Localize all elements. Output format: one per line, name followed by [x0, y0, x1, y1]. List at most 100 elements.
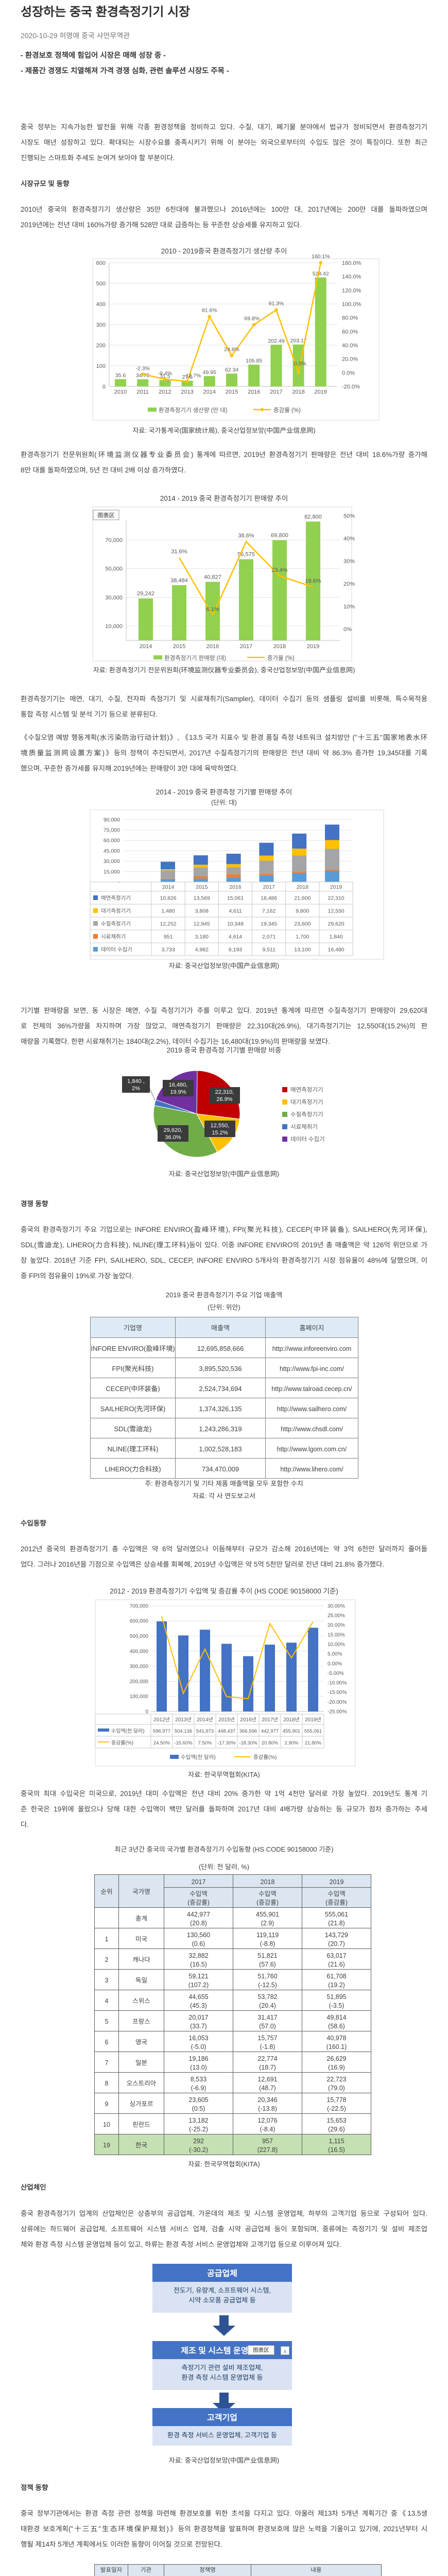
svg-text:2019: 2019 [330, 883, 342, 891]
svg-text:19.9%: 19.9% [170, 1088, 186, 1096]
svg-text:수질측정기기: 수질측정기기 [290, 1110, 323, 1118]
svg-text:2015: 2015 [196, 883, 208, 891]
svg-text:10,826: 10,826 [160, 894, 177, 902]
svg-text:20.80%: 20.80% [262, 1739, 279, 1746]
svg-text:3,808: 3,808 [195, 907, 209, 915]
svg-text:2010: 2010 [114, 387, 127, 396]
svg-text:2012년: 2012년 [153, 1715, 169, 1723]
svg-text:2014: 2014 [140, 642, 152, 650]
svg-text:-15.00%: -15.00% [328, 1688, 347, 1696]
svg-text:대기측정기기: 대기측정기기 [290, 1098, 323, 1106]
svg-text:596,977: 596,977 [153, 1727, 170, 1734]
svg-text:6.1%: 6.1% [206, 605, 219, 613]
svg-text:50%: 50% [343, 512, 355, 520]
svg-text:2,071: 2,071 [262, 933, 275, 941]
svg-text:203.17: 203.17 [290, 337, 307, 345]
svg-text:매연측정기기: 매연측정기기 [290, 1086, 323, 1094]
svg-text:2014년: 2014년 [197, 1715, 213, 1723]
svg-text:442,977: 442,977 [261, 1727, 279, 1734]
svg-text:500: 500 [96, 279, 106, 287]
svg-text:100,000: 100,000 [130, 1692, 149, 1700]
svg-text:13,569: 13,569 [194, 894, 210, 902]
svg-text:2012: 2012 [159, 387, 171, 396]
svg-text:자료: 국가통계국(国家统计局), 중국산업정보망(中国产业: 자료: 국가통계국(国家统计局), 중국산업정보망(中国产业信息网) [132, 425, 315, 435]
svg-text:2014 - 2019 중국 환경측정 기기별 판매량 추이: 2014 - 2019 중국 환경측정 기기별 판매량 추이 [156, 786, 292, 796]
svg-text:20.00%: 20.00% [328, 1621, 345, 1629]
svg-text:데이터 수집기: 데이터 수집기 [101, 946, 132, 954]
svg-text:7.50%: 7.50% [198, 1739, 212, 1746]
svg-text:19,345: 19,345 [261, 920, 277, 928]
svg-text:15.2%: 15.2% [212, 1128, 228, 1137]
svg-text:환경측정기기 판매량 (대): 환경측정기기 판매량 (대) [164, 654, 226, 662]
svg-text:15,061: 15,061 [227, 894, 244, 902]
svg-text:대기측정기기: 대기측정기기 [101, 907, 131, 915]
svg-text:700,000: 700,000 [130, 1601, 149, 1609]
svg-text:자료: 한국무역협회(KITA): 자료: 한국무역협회(KITA) [188, 1769, 260, 1779]
svg-text:2018: 2018 [273, 642, 286, 650]
svg-text:200: 200 [96, 341, 106, 349]
svg-text:12,945: 12,945 [194, 920, 210, 928]
svg-text:3,733: 3,733 [161, 946, 175, 954]
svg-text:10%: 10% [343, 602, 355, 611]
svg-text:2010 - 2019중국 환경측정기기 생산량 추이: 2010 - 2019중국 환경측정기기 생산량 추이 [161, 245, 287, 256]
svg-text:36.0%: 36.0% [165, 1133, 181, 1141]
svg-text:-20.00%: -20.00% [328, 1698, 347, 1705]
svg-text:2014: 2014 [203, 387, 216, 396]
svg-text:자료: 중국산업정보망(中国产业信息网): 자료: 중국산업정보망(中国产业信息网) [169, 1168, 280, 1178]
svg-text:4,982: 4,982 [195, 946, 209, 954]
svg-text:50,000: 50,000 [105, 565, 123, 573]
svg-text:23,600: 23,600 [294, 920, 311, 928]
svg-text:70,000: 70,000 [105, 536, 123, 544]
svg-text:13,100: 13,100 [294, 946, 311, 954]
svg-text:38.6%: 38.6% [238, 531, 254, 539]
svg-text:30,000: 30,000 [104, 857, 120, 865]
svg-text:31.6%: 31.6% [171, 547, 187, 555]
svg-text:541,973: 541,973 [196, 1727, 214, 1734]
svg-text:504,136: 504,136 [175, 1727, 192, 1734]
svg-text:600,000: 600,000 [130, 1617, 149, 1624]
svg-text:90,000: 90,000 [104, 816, 120, 823]
svg-text:자료: 중국산업정보망(中国产业信息网): 자료: 중국산업정보망(中国产业信息网) [169, 960, 280, 970]
svg-text:400,000: 400,000 [130, 1647, 149, 1654]
svg-text:2011: 2011 [136, 387, 149, 396]
svg-text:증가율 (%): 증가율 (%) [267, 654, 295, 662]
svg-text:0: 0 [102, 382, 106, 391]
svg-text:0.3%: 0.3% [294, 360, 306, 367]
svg-text:1,700: 1,700 [296, 933, 309, 941]
svg-text:40,827: 40,827 [204, 572, 221, 581]
svg-text:0.00%: 0.00% [328, 1659, 342, 1667]
svg-text:40.0%: 40.0% [342, 341, 358, 349]
svg-text:2019: 2019 [307, 642, 319, 650]
svg-text:(단위: 대): (단위: 대) [211, 797, 237, 807]
svg-text:22,310,: 22,310, [215, 1088, 234, 1096]
svg-text:1,840 ,: 1,840 , [127, 1077, 145, 1085]
svg-text:18,486: 18,486 [261, 894, 277, 902]
svg-text:-2.3%: -2.3% [135, 364, 149, 372]
svg-text:0.0%: 0.0% [342, 368, 355, 377]
svg-text:120.0%: 120.0% [342, 286, 361, 294]
svg-text:600: 600 [96, 259, 106, 267]
svg-text:100: 100 [96, 362, 106, 370]
svg-text:21,600: 21,600 [294, 894, 311, 902]
svg-text:7,162: 7,162 [262, 907, 275, 915]
svg-text:12,550: 12,550 [328, 907, 344, 915]
svg-text:38,484: 38,484 [170, 576, 188, 584]
svg-text:2016: 2016 [206, 642, 219, 650]
svg-text:2019 중국 환경측정 기기별 판매량 비중: 2019 중국 환경측정 기기별 판매량 비중 [167, 1044, 282, 1055]
svg-text:시료채취기: 시료채취기 [290, 1123, 318, 1131]
svg-text:49.95: 49.95 [203, 368, 216, 376]
svg-text:300: 300 [96, 320, 106, 329]
svg-text:18.6%: 18.6% [305, 577, 321, 585]
svg-text:60.0%: 60.0% [342, 327, 358, 335]
svg-text:-5.00%: -5.00% [328, 1669, 344, 1676]
svg-text:수질측정기기: 수질측정기기 [101, 920, 131, 928]
svg-text:2012 - 2019 환경측정기기 수입액 및 증감률 추: 2012 - 2019 환경측정기기 수입액 및 증감률 추이 (HS CODE… [110, 1585, 338, 1596]
svg-text:2013년: 2013년 [175, 1715, 191, 1723]
svg-text:2014 - 2019 중국 환경측정기기 판매량 추이: 2014 - 2019 중국 환경측정기기 판매량 추이 [160, 493, 288, 503]
svg-text:2015년: 2015년 [218, 1715, 234, 1723]
svg-text:30.00%: 30.00% [328, 1601, 345, 1609]
svg-text:69.8%: 69.8% [244, 314, 260, 322]
svg-text:2016: 2016 [248, 387, 260, 396]
svg-text:25.00%: 25.00% [328, 1611, 345, 1619]
svg-text:24.8%: 24.8% [224, 345, 239, 353]
